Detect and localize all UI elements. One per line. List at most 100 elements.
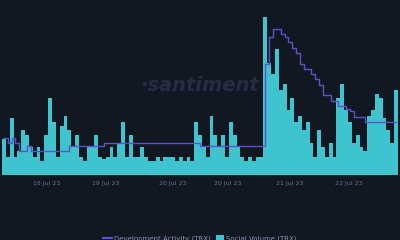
- Bar: [98, 157, 102, 175]
- Bar: [264, 17, 267, 175]
- Bar: [267, 63, 271, 175]
- Bar: [336, 98, 340, 175]
- Bar: [294, 122, 298, 175]
- Bar: [86, 147, 90, 175]
- Bar: [106, 157, 110, 175]
- Bar: [21, 131, 25, 175]
- Bar: [233, 135, 236, 175]
- Bar: [302, 131, 306, 175]
- Bar: [175, 161, 179, 175]
- Bar: [321, 147, 325, 175]
- Bar: [290, 98, 294, 175]
- Bar: [252, 161, 256, 175]
- Bar: [217, 147, 221, 175]
- Bar: [148, 161, 152, 175]
- Bar: [129, 135, 133, 175]
- Bar: [190, 161, 194, 175]
- Bar: [325, 157, 329, 175]
- Bar: [10, 118, 14, 175]
- Bar: [333, 157, 336, 175]
- Bar: [367, 116, 371, 175]
- Bar: [348, 122, 352, 175]
- Bar: [352, 143, 356, 175]
- Bar: [136, 157, 140, 175]
- Text: ·santiment: ·santiment: [140, 76, 260, 95]
- Bar: [17, 151, 21, 175]
- Bar: [202, 147, 206, 175]
- Bar: [286, 110, 290, 175]
- Bar: [14, 157, 17, 175]
- Bar: [360, 147, 363, 175]
- Bar: [6, 157, 10, 175]
- Bar: [71, 147, 75, 175]
- Bar: [40, 161, 44, 175]
- Bar: [140, 147, 144, 175]
- Bar: [344, 110, 348, 175]
- Bar: [206, 157, 210, 175]
- Bar: [279, 90, 283, 175]
- Bar: [214, 135, 217, 175]
- Bar: [221, 135, 225, 175]
- Bar: [317, 131, 321, 175]
- Bar: [29, 147, 33, 175]
- Bar: [179, 157, 183, 175]
- Bar: [114, 157, 117, 175]
- Bar: [356, 135, 360, 175]
- Bar: [183, 161, 186, 175]
- Bar: [379, 98, 383, 175]
- Bar: [167, 157, 171, 175]
- Bar: [160, 161, 164, 175]
- Bar: [229, 122, 233, 175]
- Bar: [244, 161, 248, 175]
- Bar: [329, 143, 333, 175]
- Bar: [52, 122, 56, 175]
- Bar: [60, 126, 64, 175]
- Bar: [152, 161, 156, 175]
- Bar: [117, 143, 121, 175]
- Bar: [67, 131, 71, 175]
- Bar: [306, 122, 310, 175]
- Bar: [256, 157, 260, 175]
- Bar: [363, 151, 367, 175]
- Bar: [48, 98, 52, 175]
- Bar: [394, 90, 398, 175]
- Bar: [236, 147, 240, 175]
- Legend: Development Activity (TRX), Social Volume (TRX): Development Activity (TRX), Social Volum…: [100, 232, 300, 240]
- Bar: [371, 110, 375, 175]
- Bar: [144, 157, 148, 175]
- Bar: [260, 157, 264, 175]
- Bar: [248, 157, 252, 175]
- Bar: [133, 157, 136, 175]
- Bar: [194, 122, 198, 175]
- Bar: [164, 157, 167, 175]
- Bar: [102, 159, 106, 175]
- Bar: [2, 139, 6, 175]
- Bar: [340, 84, 344, 175]
- Bar: [33, 157, 37, 175]
- Bar: [375, 94, 379, 175]
- Bar: [75, 135, 79, 175]
- Bar: [271, 73, 275, 175]
- Bar: [90, 147, 94, 175]
- Bar: [225, 157, 229, 175]
- Bar: [386, 131, 390, 175]
- Bar: [125, 157, 129, 175]
- Bar: [275, 49, 279, 175]
- Bar: [110, 147, 114, 175]
- Bar: [121, 122, 125, 175]
- Bar: [383, 118, 386, 175]
- Bar: [37, 147, 40, 175]
- Bar: [83, 161, 86, 175]
- Bar: [298, 116, 302, 175]
- Bar: [240, 157, 244, 175]
- Bar: [64, 116, 67, 175]
- Bar: [79, 157, 83, 175]
- Bar: [310, 143, 314, 175]
- Bar: [186, 157, 190, 175]
- Bar: [283, 84, 286, 175]
- Bar: [44, 135, 48, 175]
- Bar: [56, 157, 60, 175]
- Bar: [171, 157, 175, 175]
- Bar: [210, 116, 214, 175]
- Bar: [94, 135, 98, 175]
